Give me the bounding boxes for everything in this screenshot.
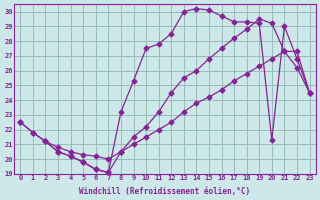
X-axis label: Windchill (Refroidissement éolien,°C): Windchill (Refroidissement éolien,°C) (79, 187, 251, 196)
